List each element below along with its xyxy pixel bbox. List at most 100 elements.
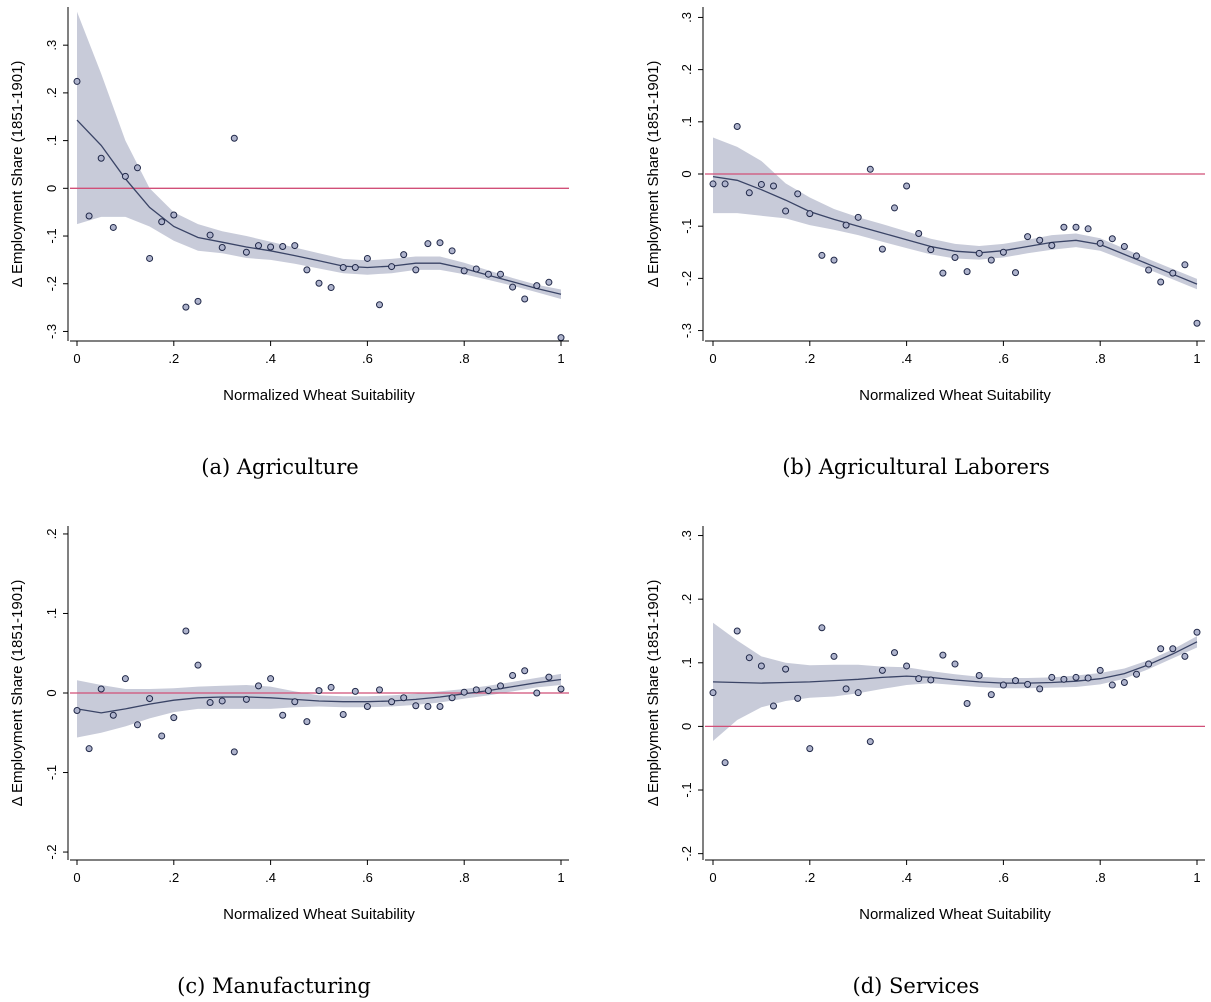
data-point [733,627,741,635]
data-point [1060,223,1068,231]
data-point [509,283,517,291]
data-point [109,223,117,231]
data-point [303,266,311,274]
data-point [1012,677,1019,685]
data-point [327,683,335,691]
data-point [891,204,898,212]
data-point [721,180,729,188]
data-point [484,270,492,278]
y-tick-label: -.3 [44,324,59,339]
data-point [1096,239,1104,247]
data-point [999,248,1007,256]
data-point [436,239,444,247]
data-point [230,134,238,142]
data-point [448,247,456,255]
data-point [267,675,275,683]
data-point [327,284,335,292]
data-point [376,301,383,309]
y-tick-label: .2 [44,529,59,540]
data-point [85,212,93,220]
data-point [1048,673,1056,681]
data-point [1072,223,1080,231]
y-tick-label: .2 [679,64,694,75]
data-point [854,689,862,697]
x-tick-label: 0 [709,870,716,885]
data-point [794,694,802,702]
data-point [158,732,166,740]
data-point [1060,675,1068,683]
y-tick-label: .1 [679,116,694,127]
x-tick-label: .8 [1095,870,1106,885]
data-point [915,229,923,237]
confidence-band [713,622,1197,741]
x-tick-label: .6 [998,870,1009,885]
y-tick-label: .2 [679,594,694,605]
data-point [757,662,765,670]
data-point [1024,233,1032,241]
data-point [1084,225,1092,233]
data-point [460,688,468,696]
panel-caption: (a) Agriculture [201,455,358,479]
data-point [545,673,553,681]
data-point [745,654,753,662]
data-point [1133,252,1140,260]
data-point [424,240,432,248]
y-tick-label: .3 [679,12,694,23]
data-point [1108,681,1116,689]
data-point [218,697,226,705]
data-point [339,710,347,718]
data-point [709,180,717,188]
data-point [388,263,396,271]
y-tick-label: .1 [44,135,59,146]
data-point [182,627,190,635]
data-point [830,256,838,264]
data-point [339,264,347,272]
data-point [842,221,850,229]
y-tick-label: 0 [44,689,59,696]
panel-caption: (b) Agricultural Laborers [782,455,1050,479]
data-point [158,218,166,226]
data-point [497,682,504,690]
data-point [915,675,923,683]
y-tick-label: -.1 [44,765,59,780]
data-point [1193,319,1201,327]
data-point [830,652,838,660]
y-tick-label: 0 [679,723,694,730]
data-point [230,748,238,756]
data-point [891,649,898,657]
data-point [939,651,947,659]
x-tick-label: .6 [362,351,373,366]
x-tick-label: 0 [709,351,716,366]
x-axis-title: Normalized Wheat Suitability [223,906,415,923]
data-point [987,691,995,699]
data-point [134,721,141,729]
data-point [109,711,117,719]
data-point [770,702,777,710]
data-point [806,210,814,218]
data-point [1096,666,1104,674]
y-axis-title: Δ Employment Share (1851-1901) [9,580,26,807]
y-tick-label: .3 [44,40,59,51]
x-axis-title: Normalized Wheat Suitability [223,387,415,404]
panel-caption: (d) Services [853,974,980,998]
x-tick-label: .4 [265,870,276,885]
data-point [1181,652,1189,660]
x-tick-label: .2 [168,351,179,366]
x-tick-label: 0 [73,870,80,885]
data-point [963,268,971,276]
x-tick-label: 1 [1193,870,1200,885]
data-point [388,698,396,706]
data-point [866,738,874,746]
data-point [545,278,553,286]
y-tick-label: -.1 [679,219,694,234]
data-point [987,256,995,264]
x-tick-label: 1 [1193,351,1200,366]
data-point [927,246,935,254]
confidence-band [77,673,561,738]
fitted-line [76,678,562,714]
data-point [878,245,886,253]
x-tick-label: .4 [901,870,912,885]
data-point [121,675,129,683]
data-point [1120,679,1128,687]
